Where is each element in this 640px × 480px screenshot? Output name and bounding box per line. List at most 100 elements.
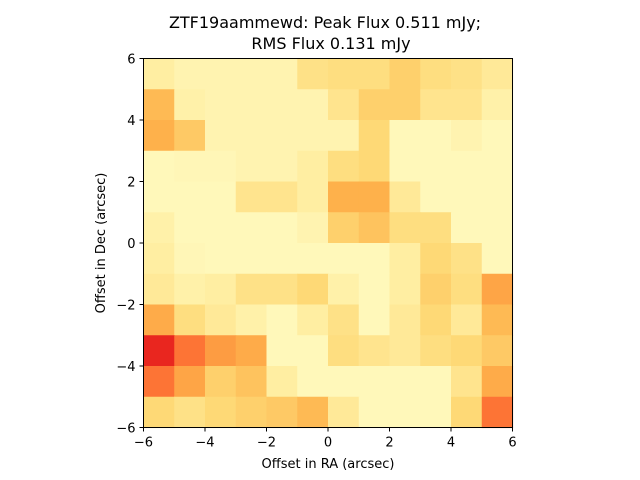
heatmap-cell	[174, 366, 206, 398]
heatmap-cell	[389, 335, 421, 367]
heatmap-cell	[328, 120, 360, 152]
heatmap-cell	[266, 304, 298, 336]
heatmap-cell	[481, 273, 514, 306]
heatmap-cell	[451, 335, 483, 367]
heatmap-cell	[205, 335, 237, 367]
heatmap-cell	[328, 304, 360, 336]
heatmap-cell	[451, 273, 483, 306]
heatmap-cell	[420, 181, 452, 213]
heatmap-cell	[174, 120, 206, 152]
heatmap-cell	[420, 335, 452, 367]
heatmap-cell	[420, 58, 452, 90]
y-tick-label: −4	[116, 360, 135, 375]
heatmap-cell	[389, 273, 421, 306]
heatmap-cell	[174, 212, 206, 244]
heatmap-cell	[235, 120, 268, 152]
heatmap-cell	[389, 58, 421, 90]
heatmap-cell	[451, 120, 483, 152]
heatmap-cell	[143, 58, 175, 90]
heatmap-cell	[481, 89, 514, 121]
heatmap-cell	[451, 212, 483, 244]
heatmap-cell	[235, 212, 268, 244]
heatmap-cell	[328, 58, 360, 90]
heatmap-cell	[420, 212, 452, 244]
heatmap-cell	[358, 58, 391, 90]
heatmap-cell	[266, 243, 298, 275]
heatmap-cell	[328, 366, 360, 398]
y-axis-ticks: −6 −4 −2 0 2 4 6	[116, 53, 144, 437]
y-axis-label: Offset in Dec (arcsec)	[94, 173, 109, 314]
heatmap-cell	[174, 396, 206, 429]
heatmap-cell	[297, 335, 329, 367]
heatmap-cell	[389, 181, 421, 213]
heatmap-cell	[358, 304, 391, 336]
heatmap-cell	[328, 396, 360, 429]
heatmap-cell	[389, 396, 421, 429]
heatmap-cell	[174, 181, 206, 213]
heatmap-cell	[389, 150, 421, 183]
heatmap-cell	[143, 243, 175, 275]
heatmap-cell	[205, 366, 237, 398]
x-tick-label: −4	[195, 436, 214, 451]
heatmap-cell	[266, 150, 298, 183]
heatmap-cell	[481, 150, 514, 183]
x-tick-label: 6	[508, 436, 516, 451]
heatmap-cell	[297, 120, 329, 152]
heatmap-cell	[297, 58, 329, 90]
y-tick-label: 6	[127, 53, 135, 68]
heatmap-cell	[266, 120, 298, 152]
heatmap-cell	[143, 304, 175, 336]
heatmap-cell	[143, 366, 175, 398]
heatmap-cell	[266, 58, 298, 90]
x-tick-label: −2	[257, 436, 276, 451]
heatmap-cell	[235, 366, 268, 398]
heatmap-cell	[235, 335, 268, 367]
heatmap-cell	[358, 150, 391, 183]
heatmap-cell	[328, 273, 360, 306]
heatmap-cell	[174, 150, 206, 183]
heatmap-cell	[358, 396, 391, 429]
heatmap-cell	[266, 181, 298, 213]
heatmap-cell	[420, 150, 452, 183]
heatmap-cell	[205, 150, 237, 183]
x-tick-label: −6	[134, 436, 153, 451]
heatmap-cell	[235, 89, 268, 121]
heatmap-cell	[266, 366, 298, 398]
heatmap-cell	[297, 150, 329, 183]
y-tick-label: 0	[127, 237, 135, 252]
x-tick-label: 2	[385, 436, 393, 451]
heatmap-cell	[358, 243, 391, 275]
heatmap-cell	[451, 366, 483, 398]
heatmap-cell	[481, 304, 514, 336]
heatmap-cell	[205, 120, 237, 152]
heatmap-cell	[358, 366, 391, 398]
heatmap-cell	[389, 304, 421, 336]
heatmap-cell	[143, 396, 175, 429]
x-axis-ticks: −6 −4 −2 0 2 4 6	[134, 427, 517, 451]
heatmap-cell	[174, 335, 206, 367]
heatmap-cell	[328, 243, 360, 275]
heatmap-cell	[451, 181, 483, 213]
heatmap-cell	[235, 181, 268, 213]
heatmap-cell	[451, 150, 483, 183]
heatmap-cell	[174, 273, 206, 306]
chart-title: ZTF19aammewd: Peak Flux 0.511 mJy;	[169, 13, 481, 32]
heatmap-cell	[451, 396, 483, 429]
heatmap-cell	[205, 396, 237, 429]
heatmap-cell	[205, 89, 237, 121]
heatmap-cell	[328, 150, 360, 183]
heatmap-cell	[235, 58, 268, 90]
y-tick-label: 2	[127, 176, 135, 191]
heatmap-cell	[481, 120, 514, 152]
heatmap-cell	[205, 304, 237, 336]
heatmap-cell	[328, 335, 360, 367]
heatmap-cell	[389, 120, 421, 152]
heatmap-cell	[451, 89, 483, 121]
chart-subtitle: RMS Flux 0.131 mJy	[251, 34, 410, 53]
heatmap-cell	[420, 366, 452, 398]
heatmap-cell	[389, 366, 421, 398]
heatmap-cell	[205, 212, 237, 244]
heatmap-cell	[266, 89, 298, 121]
heatmap-cell	[358, 89, 391, 121]
